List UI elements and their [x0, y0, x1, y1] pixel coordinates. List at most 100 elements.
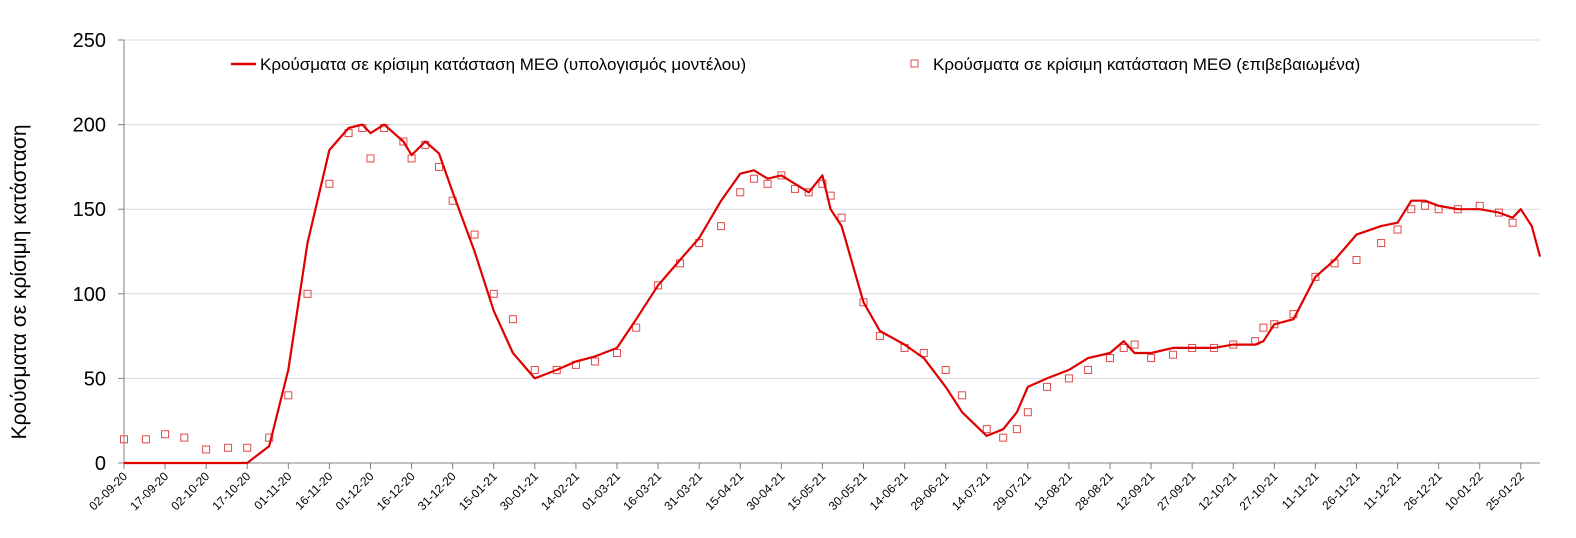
legend-label-confirmed: Κρούσματα σε κρίσιμη κατάσταση ΜΕΘ (επιβ…: [933, 55, 1360, 74]
confirmed-point: [958, 391, 967, 400]
confirmed-point: [325, 179, 334, 188]
x-tick-label: 27-09-21: [1154, 469, 1198, 513]
x-tick-label: 30-05-21: [826, 469, 870, 513]
confirmed-point: [1119, 343, 1128, 352]
confirmed-point: [875, 332, 884, 341]
model-line-layer: [124, 123, 1542, 465]
x-tick-label: 02-09-20: [86, 469, 130, 513]
confirmed-point: [736, 188, 745, 197]
confirmed-point: [1377, 239, 1386, 248]
x-tick-label: 10-01-22: [1442, 469, 1486, 513]
y-tick-label: 200: [73, 115, 106, 137]
x-tick-label: 11-12-21: [1360, 469, 1403, 512]
y-tick-label: 50: [84, 368, 106, 390]
x-tick-label: 29-06-21: [908, 469, 952, 513]
x-tick-label: 16-12-20: [374, 469, 418, 513]
confirmed-point: [818, 179, 827, 188]
confirmed-point: [804, 188, 813, 197]
confirmed-point: [632, 323, 641, 332]
confirmed-point: [999, 433, 1008, 442]
confirmed-point: [530, 365, 539, 374]
confirmed-point: [612, 349, 621, 358]
confirmed-point: [202, 445, 211, 454]
confirmed-point: [1508, 218, 1517, 227]
confirmed-point: [941, 365, 950, 374]
x-tick-label: 01-11-20: [251, 469, 294, 512]
confirmed-point: [366, 154, 375, 163]
y-tick-label: 250: [73, 30, 106, 52]
x-tick-label: 30-04-21: [744, 469, 788, 513]
x-tick-label: 01-03-21: [579, 469, 623, 513]
confirmed-point: [791, 184, 800, 193]
confirmed-point: [508, 315, 517, 324]
confirmed-point: [1147, 354, 1156, 363]
y-axis: 0 50 100 150 200 250: [73, 30, 125, 475]
x-tick-label: 12-09-21: [1113, 469, 1157, 513]
model-series-line: [124, 123, 1542, 465]
x-tick-label: 01-12-20: [333, 469, 377, 513]
x-tick-label: 27-10-21: [1237, 469, 1281, 513]
confirmed-point: [654, 281, 663, 290]
confirmed-point: [591, 357, 600, 366]
confirmed-point: [717, 222, 726, 231]
confirmed-point: [265, 433, 274, 442]
confirmed-point: [1012, 425, 1021, 434]
confirmed-point: [763, 179, 772, 188]
legend-marker-swatch: [910, 59, 919, 68]
x-tick-label: 13-08-21: [1031, 469, 1075, 513]
confirmed-point: [1420, 201, 1429, 210]
confirmed-point: [470, 230, 479, 239]
x-tick-label: 14-06-21: [867, 469, 911, 513]
legend: Κρούσματα σε κρίσιμη κατάσταση ΜΕΘ (υπολ…: [231, 55, 1360, 74]
x-tick-label: 15-04-21: [702, 469, 746, 513]
confirmed-point: [434, 162, 443, 171]
confirmed-point: [1352, 255, 1361, 264]
x-tick-label: 29-07-21: [990, 469, 1034, 513]
confirmed-point: [1259, 323, 1268, 332]
confirmed-point: [284, 391, 293, 400]
confirmed-point: [141, 435, 150, 444]
confirmed-point: [1084, 365, 1093, 374]
x-tick-label: 02-10-20: [168, 469, 212, 513]
x-tick-label: 30-01-21: [497, 469, 541, 513]
x-tick-label: 26-11-21: [1319, 469, 1362, 512]
confirmed-point: [243, 443, 252, 452]
confirmed-point: [1311, 272, 1320, 281]
x-tick-label: 15-05-21: [785, 469, 829, 513]
confirmed-point: [1023, 408, 1032, 417]
confirmed-point: [1105, 354, 1114, 363]
confirmed-point: [489, 289, 498, 298]
confirmed-point: [303, 289, 312, 298]
confirmed-point: [919, 349, 928, 358]
y-tick-label: 0: [95, 453, 106, 475]
y-tick-label: 150: [73, 199, 106, 221]
x-tick-label: 31-12-20: [415, 469, 459, 513]
confirmed-point: [1393, 225, 1402, 234]
confirmed-point: [749, 174, 758, 183]
x-tick-label: 12-10-21: [1195, 469, 1239, 513]
confirmed-point: [224, 443, 233, 452]
x-tick-label: 17-10-20: [209, 469, 253, 513]
x-tick-label: 15-01-21: [456, 469, 500, 513]
confirmed-point: [399, 137, 408, 146]
confirmed-point: [552, 365, 561, 374]
x-tick-label: 25-01-22: [1483, 469, 1527, 513]
confirmed-point: [180, 433, 189, 442]
confirmed-point: [161, 430, 170, 439]
x-tick-label: 26-12-21: [1401, 469, 1445, 513]
confirmed-point: [1168, 350, 1177, 359]
confirmed-point: [982, 425, 991, 434]
confirmed-point: [1130, 340, 1139, 349]
x-tick-label: 14-02-21: [538, 469, 582, 513]
x-tick-label: 28-08-21: [1072, 469, 1116, 513]
x-tick-label: 11-11-21: [1279, 469, 1322, 512]
x-tick-label: 16-03-21: [620, 469, 664, 513]
x-tick-label: 17-09-20: [127, 469, 171, 513]
confirmed-point: [837, 213, 846, 222]
confirmed-point: [120, 435, 128, 444]
legend-label-model: Κρούσματα σε κρίσιμη κατάσταση ΜΕΘ (υπολ…: [260, 55, 746, 74]
confirmed-markers: [120, 123, 1517, 454]
confirmed-point: [1043, 382, 1052, 391]
x-axis: 02-09-2017-09-2002-10-2017-10-2001-11-20…: [86, 462, 1540, 513]
